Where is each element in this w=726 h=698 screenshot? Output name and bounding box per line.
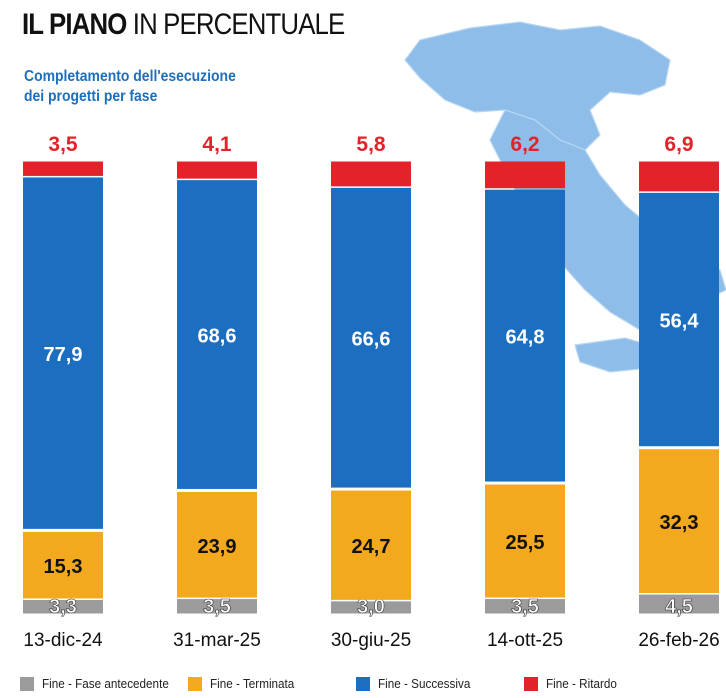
bar-segment-terminata-1 xyxy=(177,491,257,598)
legend-swatch-ritardo xyxy=(524,676,538,691)
legend-item-successiva: Fine - Successiva xyxy=(356,676,524,691)
bar-segment-antecedente-1 xyxy=(177,599,257,614)
data-label-ritardo-3: 6,2 xyxy=(510,133,539,156)
bar-segment-ritardo-2 xyxy=(331,161,411,187)
data-label-successiva-2: 66,6 xyxy=(352,329,391,351)
legend-swatch-successiva xyxy=(356,676,370,691)
title-light: IN PERCENTUALE xyxy=(132,8,345,41)
subtitle-line-2: dei progetti per fase xyxy=(24,88,158,105)
data-label-successiva-4: 56,4 xyxy=(660,311,700,333)
legend-swatch-antecedente xyxy=(20,676,34,691)
bar-segment-ritardo-3 xyxy=(485,161,565,189)
bar-segment-ritardo-1 xyxy=(177,161,257,179)
category-label-1: 31-mar-25 xyxy=(173,630,261,651)
subtitle-line-1: Completamento dell'esecuzione xyxy=(24,68,236,85)
bar-segment-antecedente-3 xyxy=(485,599,565,614)
legend-label-terminata: Fine - Terminata xyxy=(210,676,295,691)
data-label-ritardo-4: 6,9 xyxy=(664,133,693,156)
bar-segment-successiva-3 xyxy=(485,189,565,482)
data-label-successiva-1: 68,6 xyxy=(198,326,237,348)
data-label-ritardo-1: 4,1 xyxy=(202,133,232,156)
data-label-successiva-3: 64,8 xyxy=(506,327,545,349)
bar-segment-terminata-4 xyxy=(639,449,719,594)
data-label-ritardo-0: 3,5 xyxy=(48,133,78,156)
data-label-antecedente-0: 3,3 xyxy=(49,596,77,618)
bar-segment-antecedente-0 xyxy=(23,599,103,614)
bar-segment-terminata-0 xyxy=(23,531,103,599)
bar-segment-terminata-2 xyxy=(331,490,411,600)
category-label-4: 26-feb-26 xyxy=(638,630,719,651)
legend-label-successiva: Fine - Successiva xyxy=(378,676,471,691)
data-label-terminata-4: 32,3 xyxy=(660,512,699,534)
legend: Fine - Fase antecedente Fine - Terminata F… xyxy=(20,676,692,691)
bar-segment-successiva-2 xyxy=(331,187,411,488)
bar-segment-antecedente-2 xyxy=(331,601,411,614)
data-label-antecedente-1: 3,5 xyxy=(203,596,231,618)
title-bold: IL PIANO xyxy=(22,8,127,41)
bar-segment-successiva-0 xyxy=(23,177,103,529)
data-label-terminata-0: 15,3 xyxy=(44,556,83,578)
category-label-2: 30-giu-25 xyxy=(331,630,411,651)
bar-segment-ritardo-4 xyxy=(639,161,719,192)
bar-segment-successiva-4 xyxy=(639,192,719,447)
chart-subtitle: Completamento dell'esecuzione dei proget… xyxy=(24,67,236,107)
bar-segment-successiva-1 xyxy=(177,180,257,489)
legend-label-ritardo: Fine - Ritardo xyxy=(546,676,617,691)
data-label-terminata-3: 25,5 xyxy=(506,532,545,554)
data-label-terminata-1: 23,9 xyxy=(198,536,237,558)
bar-segment-ritardo-0 xyxy=(23,161,103,176)
data-label-antecedente-4: 4,5 xyxy=(665,596,693,618)
data-label-antecedente-2: 3,0 xyxy=(357,596,385,618)
legend-item-antecedente: Fine - Fase antecedente xyxy=(20,676,188,691)
data-label-antecedente-3: 3,5 xyxy=(511,596,539,618)
data-label-terminata-2: 24,7 xyxy=(352,536,391,558)
bar-segment-terminata-3 xyxy=(485,484,565,598)
bar-segment-antecedente-4 xyxy=(639,594,719,614)
legend-label-antecedente: Fine - Fase antecedente xyxy=(42,676,169,691)
chart-title: IL PIANO IN PERCENTUALE xyxy=(22,8,345,42)
legend-item-terminata: Fine - Terminata xyxy=(188,676,356,691)
legend-swatch-terminata xyxy=(188,676,202,691)
data-label-successiva-0: 77,9 xyxy=(44,344,83,366)
data-label-ritardo-2: 5,8 xyxy=(356,133,386,156)
category-label-3: 14-ott-25 xyxy=(487,630,563,651)
legend-item-ritardo: Fine - Ritardo xyxy=(524,676,692,691)
category-label-0: 13-dic-24 xyxy=(23,630,103,651)
